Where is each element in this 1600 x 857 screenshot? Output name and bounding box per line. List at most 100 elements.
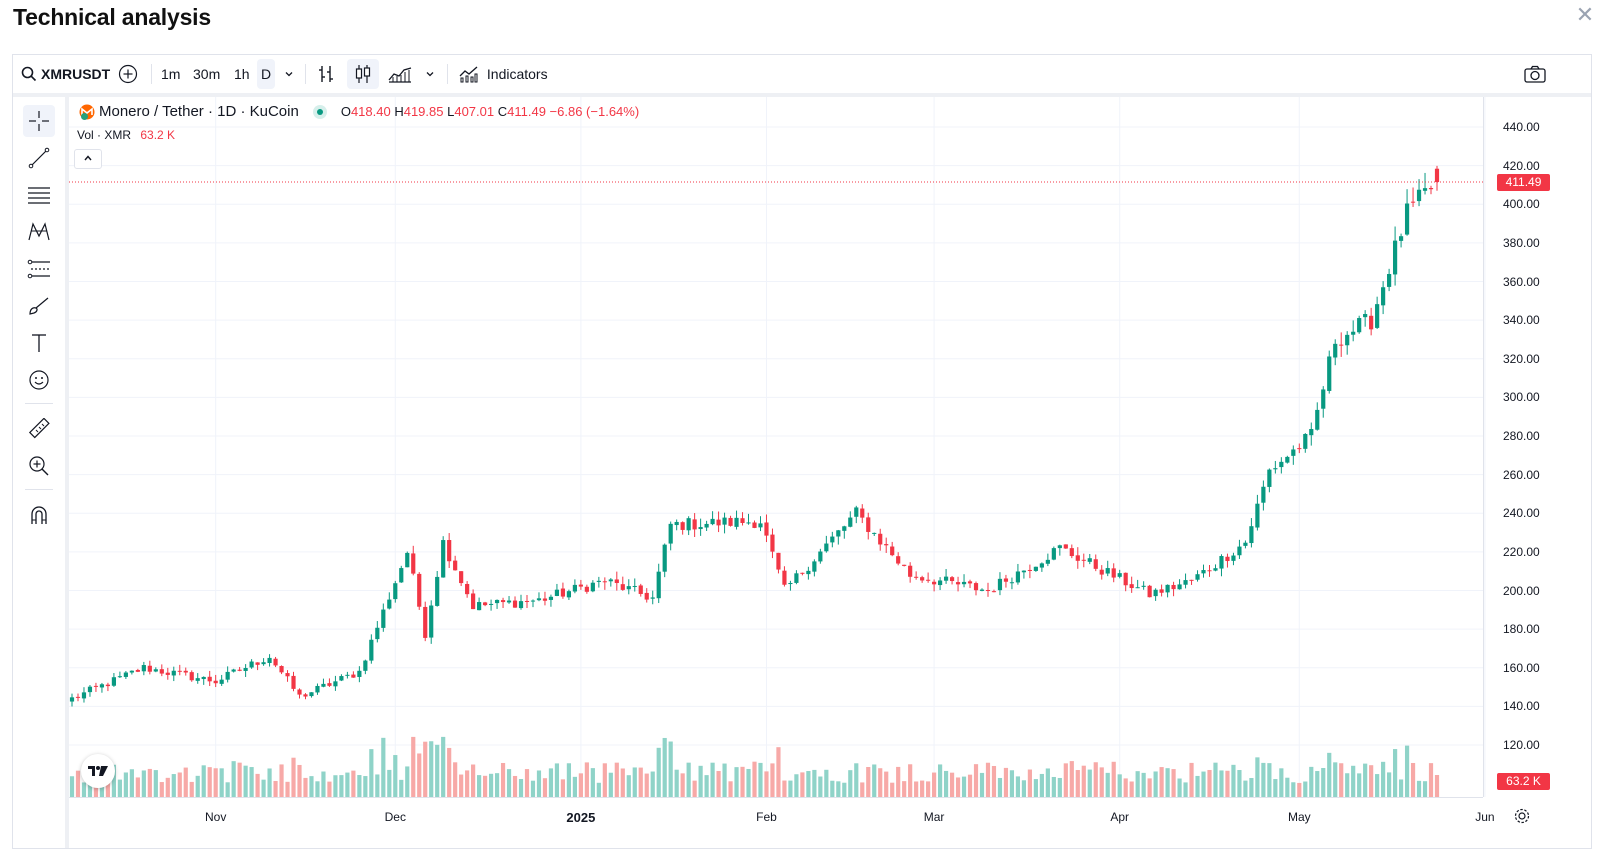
candle-body (1129, 584, 1134, 589)
candle (111, 673, 117, 687)
candle-body (728, 517, 733, 526)
volume-bar (530, 780, 536, 797)
volume-bar (1309, 766, 1314, 797)
candle (890, 541, 895, 557)
candle-body (1219, 556, 1224, 569)
candle (806, 566, 811, 580)
volume-bar (644, 773, 649, 797)
timeframe-30m[interactable]: 30m (193, 66, 221, 82)
candle-body (512, 600, 518, 608)
candle-body (249, 661, 254, 668)
candle-body (417, 573, 422, 607)
price-scale[interactable] (1483, 97, 1594, 797)
candle-body (1416, 189, 1422, 202)
candle (405, 551, 410, 568)
candle-body (1135, 587, 1140, 589)
volume-tag: 63.2 K (1497, 773, 1550, 790)
candle-body (518, 601, 524, 609)
volume-bar (1297, 782, 1302, 797)
candle (1303, 433, 1308, 453)
candle (447, 533, 452, 569)
volume-bar (1273, 779, 1278, 797)
candle-body (273, 658, 278, 666)
volume-bar (997, 777, 1003, 797)
volume-bar (656, 747, 661, 797)
volume-bar (1207, 769, 1212, 797)
screenshot-button[interactable] (1521, 55, 1549, 93)
emoji-tool[interactable] (23, 364, 55, 396)
volume-bar (985, 762, 991, 797)
candle (776, 552, 781, 574)
candle (255, 662, 260, 671)
candles-chart-type-button[interactable] (347, 59, 379, 89)
volume-bar (171, 774, 176, 797)
volume-bar (560, 779, 566, 797)
area-chart-type-button[interactable] (387, 55, 413, 93)
volume-bar (303, 777, 308, 797)
candle (488, 599, 494, 611)
volume-bar (734, 767, 739, 797)
area-chart-icon (388, 67, 412, 83)
volume-bar (1321, 768, 1326, 797)
tradingview-logo[interactable] (81, 754, 115, 788)
price-tick-label: 400.00 (1503, 197, 1540, 212)
compare-symbol-button[interactable] (117, 55, 139, 93)
candle-body (423, 606, 428, 638)
volume-bar (949, 772, 955, 797)
close-icon[interactable]: ✕ (1575, 2, 1595, 27)
volume-bar (1237, 770, 1242, 797)
volume-bar (902, 781, 907, 797)
indicators-button[interactable]: Indicators (459, 55, 548, 93)
timeframe-d[interactable]: D (257, 59, 276, 89)
candle (1015, 563, 1021, 585)
candle (1111, 563, 1116, 583)
volume-bar (195, 775, 200, 797)
candle (614, 571, 619, 591)
bar-chart-type-button[interactable] (315, 55, 337, 93)
volume-bar (1261, 762, 1266, 797)
timeframe-1h[interactable]: 1h (234, 66, 250, 82)
volume-bar (680, 773, 685, 797)
chart-legend: Monero / Tether · 1D · KuCoin O418.40 H4… (79, 103, 639, 120)
candle (237, 666, 242, 672)
candle (1345, 331, 1350, 355)
chart-type-dropdown[interactable] (422, 55, 438, 93)
volume-bar (219, 768, 224, 797)
indicators-icon (459, 66, 478, 83)
candle-body (626, 586, 631, 590)
candle-body (1339, 344, 1344, 346)
collapse-legend-button[interactable] (74, 149, 102, 169)
symbol-label: XMRUSDT (41, 66, 111, 82)
pattern-tool[interactable] (23, 216, 55, 248)
candle-body (387, 599, 392, 609)
price-tick-label: 360.00 (1503, 274, 1540, 289)
candle (213, 674, 218, 688)
candle-body (225, 671, 230, 680)
candle (183, 667, 188, 676)
crosshair-tool[interactable] (23, 105, 55, 137)
volume-bar (1147, 778, 1152, 797)
magnet-tool[interactable] (23, 499, 55, 531)
zoom-tool[interactable] (23, 450, 55, 482)
price-chart[interactable] (13, 55, 1591, 848)
forecast-tool[interactable] (23, 253, 55, 285)
brush-tool[interactable] (23, 290, 55, 322)
candle-body (231, 669, 236, 672)
timeframe-dropdown[interactable] (281, 55, 297, 93)
volume-bar (123, 772, 128, 797)
candle-body (297, 689, 302, 695)
measure-tool[interactable] (23, 413, 55, 445)
symbol-search[interactable]: XMRUSDT (21, 55, 116, 93)
volume-bar (1357, 773, 1362, 797)
candle (848, 511, 853, 528)
candle-body (1009, 582, 1015, 584)
trend-line-tool[interactable] (23, 142, 55, 174)
time-scale[interactable] (69, 797, 1483, 849)
fib-retracement-tool[interactable] (23, 179, 55, 211)
volume-bar (662, 737, 667, 797)
timeframe-1m[interactable]: 1m (161, 66, 181, 82)
text-tool[interactable] (23, 327, 55, 359)
volume-bar (1255, 757, 1260, 797)
settings-button[interactable] (1513, 807, 1535, 829)
candle (69, 693, 75, 707)
